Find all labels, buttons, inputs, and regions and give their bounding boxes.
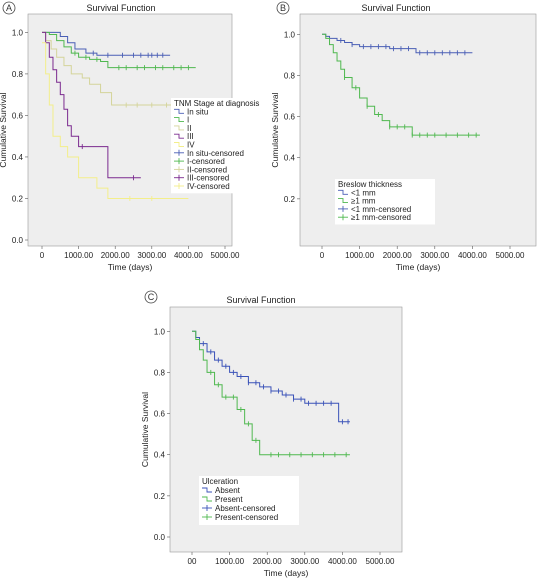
y-tick-label: 0.8 <box>284 71 296 80</box>
chart-title: Survival Function <box>361 3 430 13</box>
legend-swatch <box>174 117 184 123</box>
panel-c: C Survival Function 0.0 0.2 0.4 0.6 0.8 1.0 00 10… <box>140 290 403 578</box>
x-tick-label: 3000.00 <box>137 251 166 260</box>
y-tick-label: 0.2 <box>12 194 24 203</box>
legend-swatch <box>174 108 184 114</box>
x-tick-label: 1000.00 <box>345 251 374 260</box>
panel-letter: C <box>148 292 155 302</box>
legend-entry: ≥1 mm <box>351 197 376 206</box>
y-axis-label: Cumulative Survival <box>140 392 150 467</box>
legend-swatch <box>174 125 184 131</box>
legend-title: TNM Stage at diagnosis <box>174 99 259 108</box>
chart-title: Survival Function <box>226 295 295 305</box>
y-tick-label: 0.4 <box>12 153 24 162</box>
x-axis-label: Time (days) <box>396 262 441 272</box>
y-tick-label: 0.2 <box>284 195 296 204</box>
x-tick-label: 5000.00 <box>366 557 395 566</box>
y-tick-label: 0.0 <box>154 533 166 542</box>
series-line-2 <box>42 31 225 106</box>
legend-entry: III <box>187 132 194 141</box>
y-axis-label: Cumulative Survival <box>0 92 8 167</box>
series-line-1 <box>42 31 196 69</box>
y-tick-label: 0.6 <box>12 111 24 120</box>
legend-swatch <box>338 198 348 204</box>
legend-swatch <box>174 142 184 147</box>
x-axis-label: Time (days) <box>264 568 309 578</box>
y-tick-label: 0.6 <box>284 113 296 122</box>
legend-box <box>335 179 435 225</box>
x-tick-label: 2000.00 <box>253 557 282 566</box>
y-tick-label: 0.2 <box>154 492 166 501</box>
y-tick-label: 0.8 <box>12 70 24 79</box>
x-tick-label: 0 <box>320 251 325 260</box>
series-line-0 <box>192 330 350 423</box>
legend-entry: Absent-censored <box>215 504 275 513</box>
legend-entry: Present-censored <box>215 513 278 522</box>
legend-entry: In situ <box>187 107 208 116</box>
legend-entry: IV-censored <box>187 182 230 191</box>
series-line-0 <box>322 33 473 54</box>
legend-swatch <box>174 133 184 139</box>
y-tick-label: 1.0 <box>154 327 166 336</box>
series-line-3 <box>42 31 141 179</box>
series-line-1 <box>192 330 350 456</box>
legend-title: Ulceration <box>202 477 238 486</box>
chart-title: Survival Function <box>86 3 155 13</box>
y-tick-label: 1.0 <box>284 30 296 39</box>
legend-entry: III-censored <box>187 174 229 183</box>
legend-swatch <box>202 496 212 502</box>
legend-entry: <1 mm-censored <box>351 205 411 214</box>
x-tick-label: 5000.00 <box>211 251 240 260</box>
x-tick-label: 0 <box>40 251 45 260</box>
legend-entry: ≥1 mm-censored <box>351 213 411 222</box>
y-tick-label: 0.4 <box>284 154 296 163</box>
x-tick-label: 5000.00 <box>496 251 525 260</box>
panel-badge <box>2 1 16 15</box>
panel-letter: B <box>280 3 286 13</box>
legend-entry: II-censored <box>187 165 227 174</box>
legend-entry: In situ-censored <box>187 149 244 158</box>
panel-badge <box>144 290 158 304</box>
legend-title: Breslow thickness <box>338 180 402 189</box>
legend-box <box>171 98 261 194</box>
x-tick-label: 4000.00 <box>458 251 487 260</box>
y-axis-label: Cumulative Survival <box>270 92 280 167</box>
x-tick-label: 1000.00 <box>215 557 244 566</box>
legend-entry: II <box>187 124 191 133</box>
y-tick-label: 0.6 <box>154 410 166 419</box>
x-tick-label: 2000.00 <box>101 251 130 260</box>
x-tick-label: 1000.00 <box>64 251 93 260</box>
panel-a: A Survival Function 0.0 0.2 0.4 0.6 0.8 1.0 0 100… <box>0 1 261 272</box>
legend-entry: <1 mm <box>351 188 376 197</box>
panel-b: B Survival Function 0.2 0.4 0.6 0.8 1.0 0 1000.0… <box>270 1 537 272</box>
x-tick-label: 2000.00 <box>383 251 412 260</box>
series-line-0 <box>42 31 171 56</box>
y-tick-label: 1.0 <box>12 28 24 37</box>
y-tick-label: 0.4 <box>154 451 166 460</box>
legend-box <box>199 476 299 525</box>
legend-entry: I-censored <box>187 157 225 166</box>
y-tick-label: 0.8 <box>154 368 166 377</box>
x-tick-label: 00 <box>188 557 197 566</box>
panel-badge <box>276 1 290 15</box>
y-tick-label: 0.0 <box>12 236 24 245</box>
legend-entry: IV <box>187 141 195 150</box>
legend-swatch <box>338 189 348 195</box>
legend-entry: Present <box>215 495 243 504</box>
x-tick-label: 3000.00 <box>420 251 449 260</box>
legend-swatch <box>202 487 212 493</box>
series-line-4 <box>42 42 189 199</box>
x-axis-label: Time (days) <box>108 262 153 272</box>
x-tick-label: 3000.00 <box>290 557 319 566</box>
panel-letter: A <box>6 3 12 13</box>
x-tick-label: 4000.00 <box>328 557 357 566</box>
legend-entry: Absent <box>215 486 241 495</box>
legend-entry: I <box>187 116 189 125</box>
x-tick-label: 4000.00 <box>174 251 203 260</box>
